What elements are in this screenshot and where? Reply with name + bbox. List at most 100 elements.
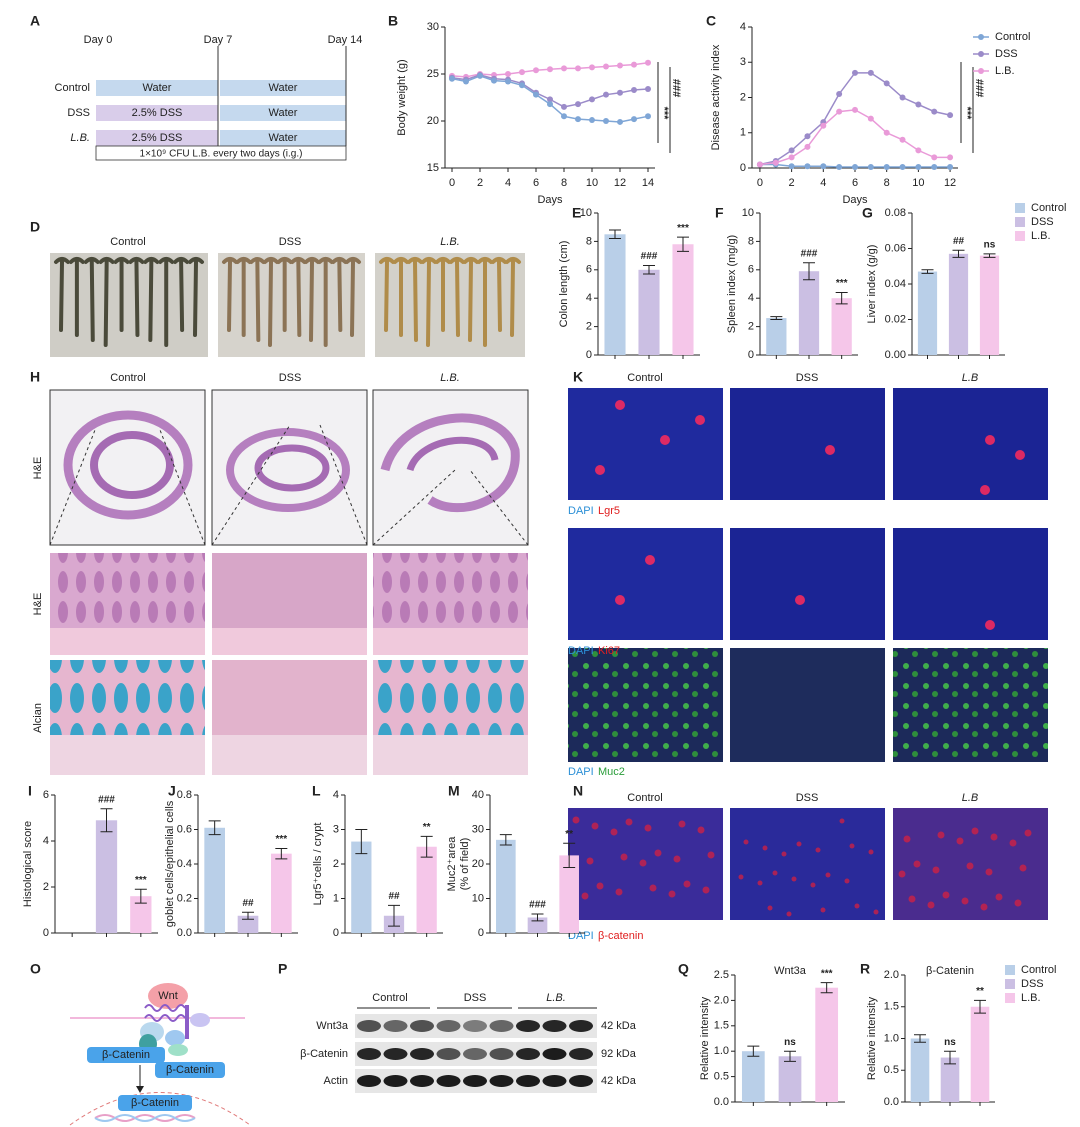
tissue [406, 436, 499, 472]
band [463, 1075, 487, 1087]
signal-spot [1024, 829, 1032, 837]
panel-label: J [168, 783, 176, 799]
y-tick-label: 0.04 [885, 278, 906, 290]
y-tick-label: 4 [333, 789, 339, 801]
y-axis-label: Relative intensity [699, 996, 711, 1080]
legend-label: DSS [1031, 216, 1054, 228]
signal-spot [903, 835, 911, 843]
signal-spot [961, 897, 969, 905]
bar [351, 841, 372, 933]
point [561, 65, 567, 72]
point [915, 101, 922, 108]
phase-box [220, 105, 346, 121]
signal-spot [572, 816, 580, 824]
image [893, 528, 1048, 640]
x-tick-label: 12 [614, 177, 626, 189]
row-label: L.B. [70, 132, 90, 144]
day-label: Day 7 [204, 34, 233, 46]
colon [128, 257, 145, 337]
annotation: ## [388, 891, 400, 902]
nucleus [69, 1092, 251, 1126]
signal-spot [668, 890, 676, 898]
error-bar [100, 808, 113, 833]
annotation: ### [529, 900, 546, 911]
group-label: DSS [279, 236, 302, 248]
y-tick-label: 2.0 [884, 969, 899, 981]
point [947, 112, 954, 119]
y-tick-label: 0.4 [177, 858, 192, 870]
signal-spot [767, 905, 773, 911]
signal-spot [873, 909, 879, 915]
point [804, 143, 811, 150]
x-tick-label: 10 [586, 177, 598, 189]
y-axis-label: Liver index (g/g) [866, 245, 878, 324]
phase-label: Water [269, 132, 298, 144]
signal-spot [649, 884, 657, 892]
y-axis-label: Colon length (cm) [558, 241, 570, 328]
protein-label: β-Catenin [102, 1049, 150, 1061]
legend-swatch [978, 68, 984, 74]
band [489, 1048, 514, 1060]
group-label: DSS [464, 992, 487, 1004]
panel-n: N Control DSS L.B DAPI β-catenin [568, 783, 1048, 942]
tissue [63, 410, 193, 520]
point [915, 163, 922, 170]
y-tick-label: 0 [586, 349, 592, 361]
colon [435, 257, 451, 332]
photo [218, 253, 365, 357]
co-receptor [185, 1005, 189, 1039]
signal-spot [591, 822, 599, 830]
bar [831, 298, 852, 355]
stain-label: β-catenin [598, 930, 643, 942]
colon [421, 257, 437, 347]
y-tick-label: 0 [478, 927, 484, 939]
image [730, 388, 885, 500]
colon [331, 257, 348, 332]
legend-swatch [978, 51, 984, 57]
phase-box [220, 80, 346, 96]
band [436, 1048, 461, 1060]
y-tick-label: 4 [586, 292, 592, 304]
protein-box [118, 1095, 192, 1111]
signal-spot [932, 866, 940, 874]
y-tick-label: 2.0 [714, 994, 729, 1006]
protein-box [87, 1047, 165, 1063]
signal-spot [980, 485, 990, 495]
image [372, 389, 529, 546]
point [915, 147, 922, 154]
colon [304, 257, 320, 342]
y-tick-label: 20 [427, 115, 439, 127]
tissue [226, 428, 350, 512]
y-tick-label: 30 [472, 823, 484, 835]
error-bar [275, 847, 288, 860]
phase-label: 2.5% DSS [132, 132, 183, 144]
zoom-line [159, 429, 206, 546]
stain-label: DAPI [568, 505, 594, 517]
error-bar [952, 249, 965, 258]
y-tick-label: 20 [472, 858, 484, 870]
y-tick-label: 6 [586, 264, 592, 276]
y-tick-label: 10 [742, 207, 754, 219]
legend-label: DSS [1021, 978, 1044, 990]
band [463, 1020, 487, 1032]
signal-spot [956, 837, 964, 845]
annotation: *** [275, 834, 287, 845]
error-bar [835, 292, 848, 305]
point [519, 82, 525, 89]
annotation: ns [944, 1037, 956, 1048]
group-label: L.B. [546, 992, 566, 1004]
error-bar [677, 236, 689, 252]
point [788, 154, 795, 161]
signal-spot [927, 901, 935, 909]
point [804, 133, 811, 140]
point [804, 163, 811, 170]
bar [204, 827, 225, 933]
chart-title: β-Catenin [926, 965, 974, 977]
y-tick-label: 4 [740, 21, 746, 33]
stain-label: DAPI [568, 766, 594, 778]
bar [496, 839, 516, 933]
error-bar [388, 904, 400, 927]
signal-spot [707, 851, 715, 859]
signal [595, 400, 1025, 630]
